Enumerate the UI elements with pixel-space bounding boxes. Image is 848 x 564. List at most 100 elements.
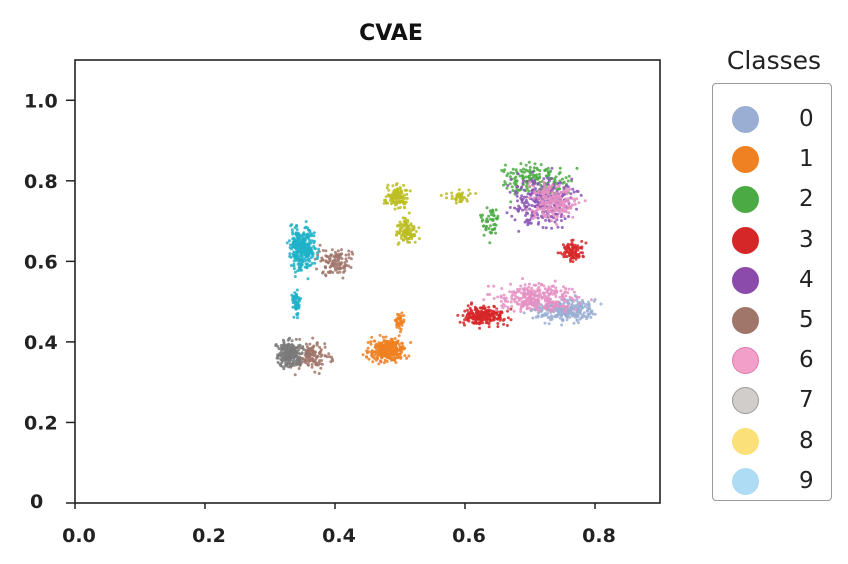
point-class-5 xyxy=(333,250,337,254)
point-class-3 xyxy=(462,321,466,325)
y-tick-label: 0.8 xyxy=(24,171,58,193)
point-class-3 xyxy=(488,313,492,317)
point-class-9 xyxy=(292,315,296,319)
point-class-3 xyxy=(501,318,505,322)
point-class-4 xyxy=(522,188,526,192)
point-class-4 xyxy=(520,194,524,198)
point-class-2 xyxy=(494,231,498,235)
point-class-2 xyxy=(494,208,498,212)
point-class-6 xyxy=(578,302,582,306)
point-class-1 xyxy=(394,341,398,344)
point-class-0 xyxy=(540,314,544,318)
point-class-9 xyxy=(303,253,307,257)
point-class-3 xyxy=(461,314,465,317)
point-class-4 xyxy=(555,212,559,216)
point-class-6 xyxy=(567,287,571,291)
point-class-2 xyxy=(494,216,498,220)
point-class-6 xyxy=(564,300,568,303)
point-class-8 xyxy=(395,196,399,200)
point-class-6 xyxy=(541,193,545,196)
point-class-9 xyxy=(306,245,310,249)
point-class-5 xyxy=(342,266,346,270)
point-class-7 xyxy=(293,348,297,352)
point-class-1 xyxy=(400,341,404,345)
point-class-8 xyxy=(406,224,410,228)
point-class-8 xyxy=(400,191,404,195)
point-class-4 xyxy=(515,184,519,188)
point-class-6 xyxy=(515,300,519,304)
point-class-6 xyxy=(528,282,531,286)
point-class-2 xyxy=(509,200,513,204)
point-class-1 xyxy=(398,352,402,356)
point-class-4 xyxy=(529,192,533,196)
point-class-4 xyxy=(522,179,525,183)
point-class-0 xyxy=(570,302,574,306)
point-class-6 xyxy=(548,298,552,302)
point-class-0 xyxy=(554,314,558,318)
point-class-3 xyxy=(564,247,567,251)
point-class-3 xyxy=(573,250,577,254)
point-class-5 xyxy=(327,257,331,261)
y-tick-label: 1.0 xyxy=(24,90,58,112)
point-class-6 xyxy=(553,209,557,213)
point-class-8 xyxy=(396,224,399,228)
point-class-4 xyxy=(579,193,583,197)
point-class-3 xyxy=(496,325,500,329)
point-class-6 xyxy=(574,308,578,312)
point-class-6 xyxy=(536,289,540,292)
point-class-9 xyxy=(306,258,310,262)
point-class-0 xyxy=(582,311,586,315)
point-class-0 xyxy=(580,315,584,319)
point-class-6 xyxy=(523,283,527,287)
point-class-9 xyxy=(299,297,303,301)
point-class-6 xyxy=(522,290,526,294)
point-class-2 xyxy=(523,170,526,174)
legend-swatch xyxy=(732,387,759,415)
point-class-2 xyxy=(531,173,535,177)
point-class-3 xyxy=(480,315,484,319)
point-class-6 xyxy=(551,190,554,194)
point-class-5 xyxy=(327,352,331,356)
point-class-2 xyxy=(522,167,525,171)
point-class-7 xyxy=(297,359,301,363)
point-class-9 xyxy=(303,257,306,261)
point-class-5 xyxy=(304,342,308,346)
point-class-6 xyxy=(558,211,562,215)
point-class-0 xyxy=(576,308,580,312)
point-class-2 xyxy=(485,217,489,221)
legend-item-2: 2 xyxy=(713,179,833,219)
point-class-4 xyxy=(526,212,530,215)
point-class-8 xyxy=(386,183,390,187)
point-class-7 xyxy=(295,363,299,367)
point-class-4 xyxy=(525,195,528,199)
point-class-6 xyxy=(553,279,557,283)
point-class-0 xyxy=(570,305,573,309)
legend-label: 4 xyxy=(799,266,814,293)
point-class-3 xyxy=(463,309,467,313)
legend-label: 9 xyxy=(799,467,814,494)
legend-swatch xyxy=(732,427,759,455)
point-class-6 xyxy=(540,296,544,300)
y-tick-label: 0.4 xyxy=(24,332,58,354)
point-class-8 xyxy=(403,188,407,192)
point-class-8 xyxy=(391,184,395,188)
point-class-5 xyxy=(326,261,330,265)
point-class-3 xyxy=(478,326,482,330)
point-class-4 xyxy=(529,221,533,225)
point-class-6 xyxy=(528,196,531,200)
point-class-5 xyxy=(306,354,310,358)
point-class-4 xyxy=(553,220,557,224)
point-class-6 xyxy=(560,200,563,203)
point-class-3 xyxy=(474,320,477,324)
point-class-2 xyxy=(481,218,485,222)
point-class-0 xyxy=(574,312,578,316)
point-class-6 xyxy=(549,291,553,295)
point-class-6 xyxy=(519,310,523,313)
point-class-4 xyxy=(536,200,540,204)
point-class-9 xyxy=(310,239,314,243)
point-class-9 xyxy=(304,220,308,224)
point-class-2 xyxy=(528,165,532,169)
chart-title: CVAE xyxy=(359,21,423,46)
point-class-6 xyxy=(562,214,565,218)
point-class-4 xyxy=(569,192,573,196)
